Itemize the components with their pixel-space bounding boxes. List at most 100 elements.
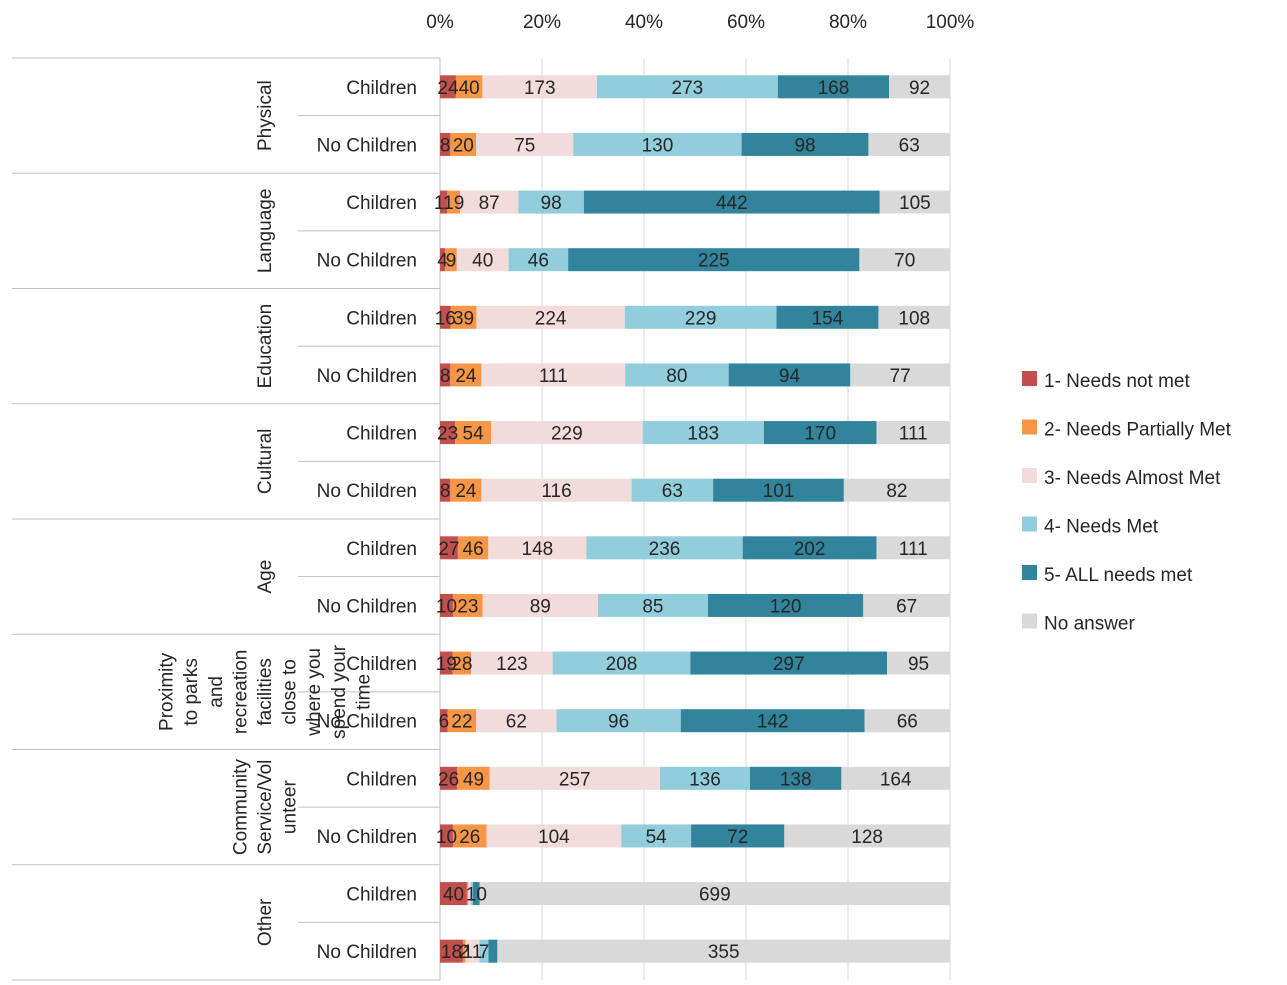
x-tick-label: 60% — [727, 12, 765, 33]
data-label: 8 — [440, 481, 451, 502]
bar-segment — [440, 305, 451, 329]
legend: 1- Needs not met 2- Needs Partially Met 3-… — [1022, 371, 1232, 635]
data-label: 225 — [698, 251, 730, 272]
legend-label: 3- Needs Almost Met — [1044, 468, 1221, 489]
bar-segment — [456, 248, 509, 272]
data-label: 11 — [463, 942, 483, 963]
row-label: Children — [346, 885, 417, 906]
bar-segment — [642, 421, 764, 445]
x-tick-label: 40% — [625, 12, 663, 33]
data-label: 8 — [440, 366, 451, 387]
bar-segment — [625, 363, 729, 387]
legend-swatch — [1022, 565, 1037, 580]
data-label: 75 — [514, 135, 535, 156]
data-label: 104 — [538, 827, 570, 848]
bar-segment — [450, 305, 477, 329]
data-label: 202 — [794, 539, 826, 560]
data-label: 224 — [535, 308, 567, 329]
bar-segment — [624, 305, 777, 329]
bar-segment — [583, 190, 880, 214]
bar-segment — [468, 882, 471, 906]
data-label: 89 — [530, 596, 551, 617]
data-label: 46 — [463, 539, 484, 560]
data-label: 183 — [687, 424, 719, 445]
data-label: 40 — [443, 885, 464, 906]
bar-segment — [596, 75, 778, 99]
bar-segment — [445, 248, 457, 272]
bar-segment — [440, 363, 451, 387]
row-label: Children — [346, 539, 417, 560]
legend-swatch — [1022, 468, 1037, 483]
row-label: No Children — [317, 827, 417, 848]
data-label: 16 — [435, 308, 456, 329]
bar-segment — [763, 421, 877, 445]
bar-segment — [850, 363, 950, 387]
bar-segment — [440, 248, 446, 272]
bar-segment — [776, 305, 879, 329]
bar-segment — [481, 363, 626, 387]
bar-segment — [440, 651, 453, 675]
bar-segment — [481, 478, 632, 502]
data-label: 111 — [899, 539, 928, 560]
bar-segment — [440, 190, 448, 214]
bar-segment — [488, 536, 587, 560]
bar-segment — [508, 248, 569, 272]
data-label: 229 — [685, 308, 717, 329]
data-label: 24 — [455, 366, 477, 387]
group-label: Language — [255, 189, 276, 274]
data-label: 54 — [646, 827, 668, 848]
bar-segment — [476, 709, 557, 733]
group-label: Education — [255, 304, 276, 389]
data-label: 142 — [757, 712, 789, 733]
bar-segment — [450, 132, 477, 156]
data-label: 26 — [438, 769, 459, 790]
bar-segment — [452, 824, 487, 848]
bar-segment — [859, 248, 950, 272]
bar-segment — [680, 709, 865, 733]
row-label: No Children — [317, 942, 417, 963]
data-label: 77 — [890, 366, 911, 387]
data-label: 120 — [770, 596, 802, 617]
data-label: 28 — [451, 654, 472, 675]
bar-segment — [777, 75, 890, 99]
bar-segment — [440, 824, 453, 848]
bar-segment — [597, 593, 708, 617]
data-label: 67 — [896, 596, 917, 617]
row-label: Children — [346, 78, 417, 99]
data-label: 8 — [440, 135, 451, 156]
bar-segment — [879, 190, 950, 214]
row-label: No Children — [317, 251, 417, 272]
bar-segment — [452, 651, 472, 675]
group-label: Cultural — [255, 429, 276, 494]
data-label: 19 — [436, 654, 457, 675]
bar-segment — [450, 363, 482, 387]
row-labels: Children No Children Children No Children Ch… — [317, 78, 417, 963]
row-label: No Children — [317, 481, 417, 502]
data-label: 24 — [455, 481, 477, 502]
data-label: 2 — [459, 942, 470, 963]
bar-segment — [440, 709, 448, 733]
data-label: 63 — [662, 481, 683, 502]
data-label: 442 — [716, 193, 748, 214]
data-label: 10 — [436, 596, 457, 617]
data-label: 116 — [541, 481, 571, 502]
bar-segment — [691, 824, 785, 848]
data-label: 82 — [886, 481, 907, 502]
bar-segment — [690, 651, 888, 675]
bar-segment — [497, 939, 950, 963]
data-label: 62 — [506, 712, 527, 733]
data-label: 96 — [608, 712, 629, 733]
legend-label: 5- ALL needs met — [1044, 565, 1193, 586]
row-label: No Children — [317, 712, 417, 733]
data-label: 168 — [818, 78, 850, 99]
row-label: Children — [346, 769, 417, 790]
legend-label: 4- Needs Met — [1044, 517, 1159, 538]
data-label: 136 — [689, 769, 721, 790]
data-label: 46 — [528, 251, 549, 272]
data-label: 111 — [539, 366, 568, 387]
group-label: Community Service/Vol unteer — [230, 759, 300, 856]
data-label: 123 — [496, 654, 528, 675]
bar-segment — [876, 536, 950, 560]
data-label: 98 — [794, 135, 815, 156]
bar-segment — [868, 132, 950, 156]
